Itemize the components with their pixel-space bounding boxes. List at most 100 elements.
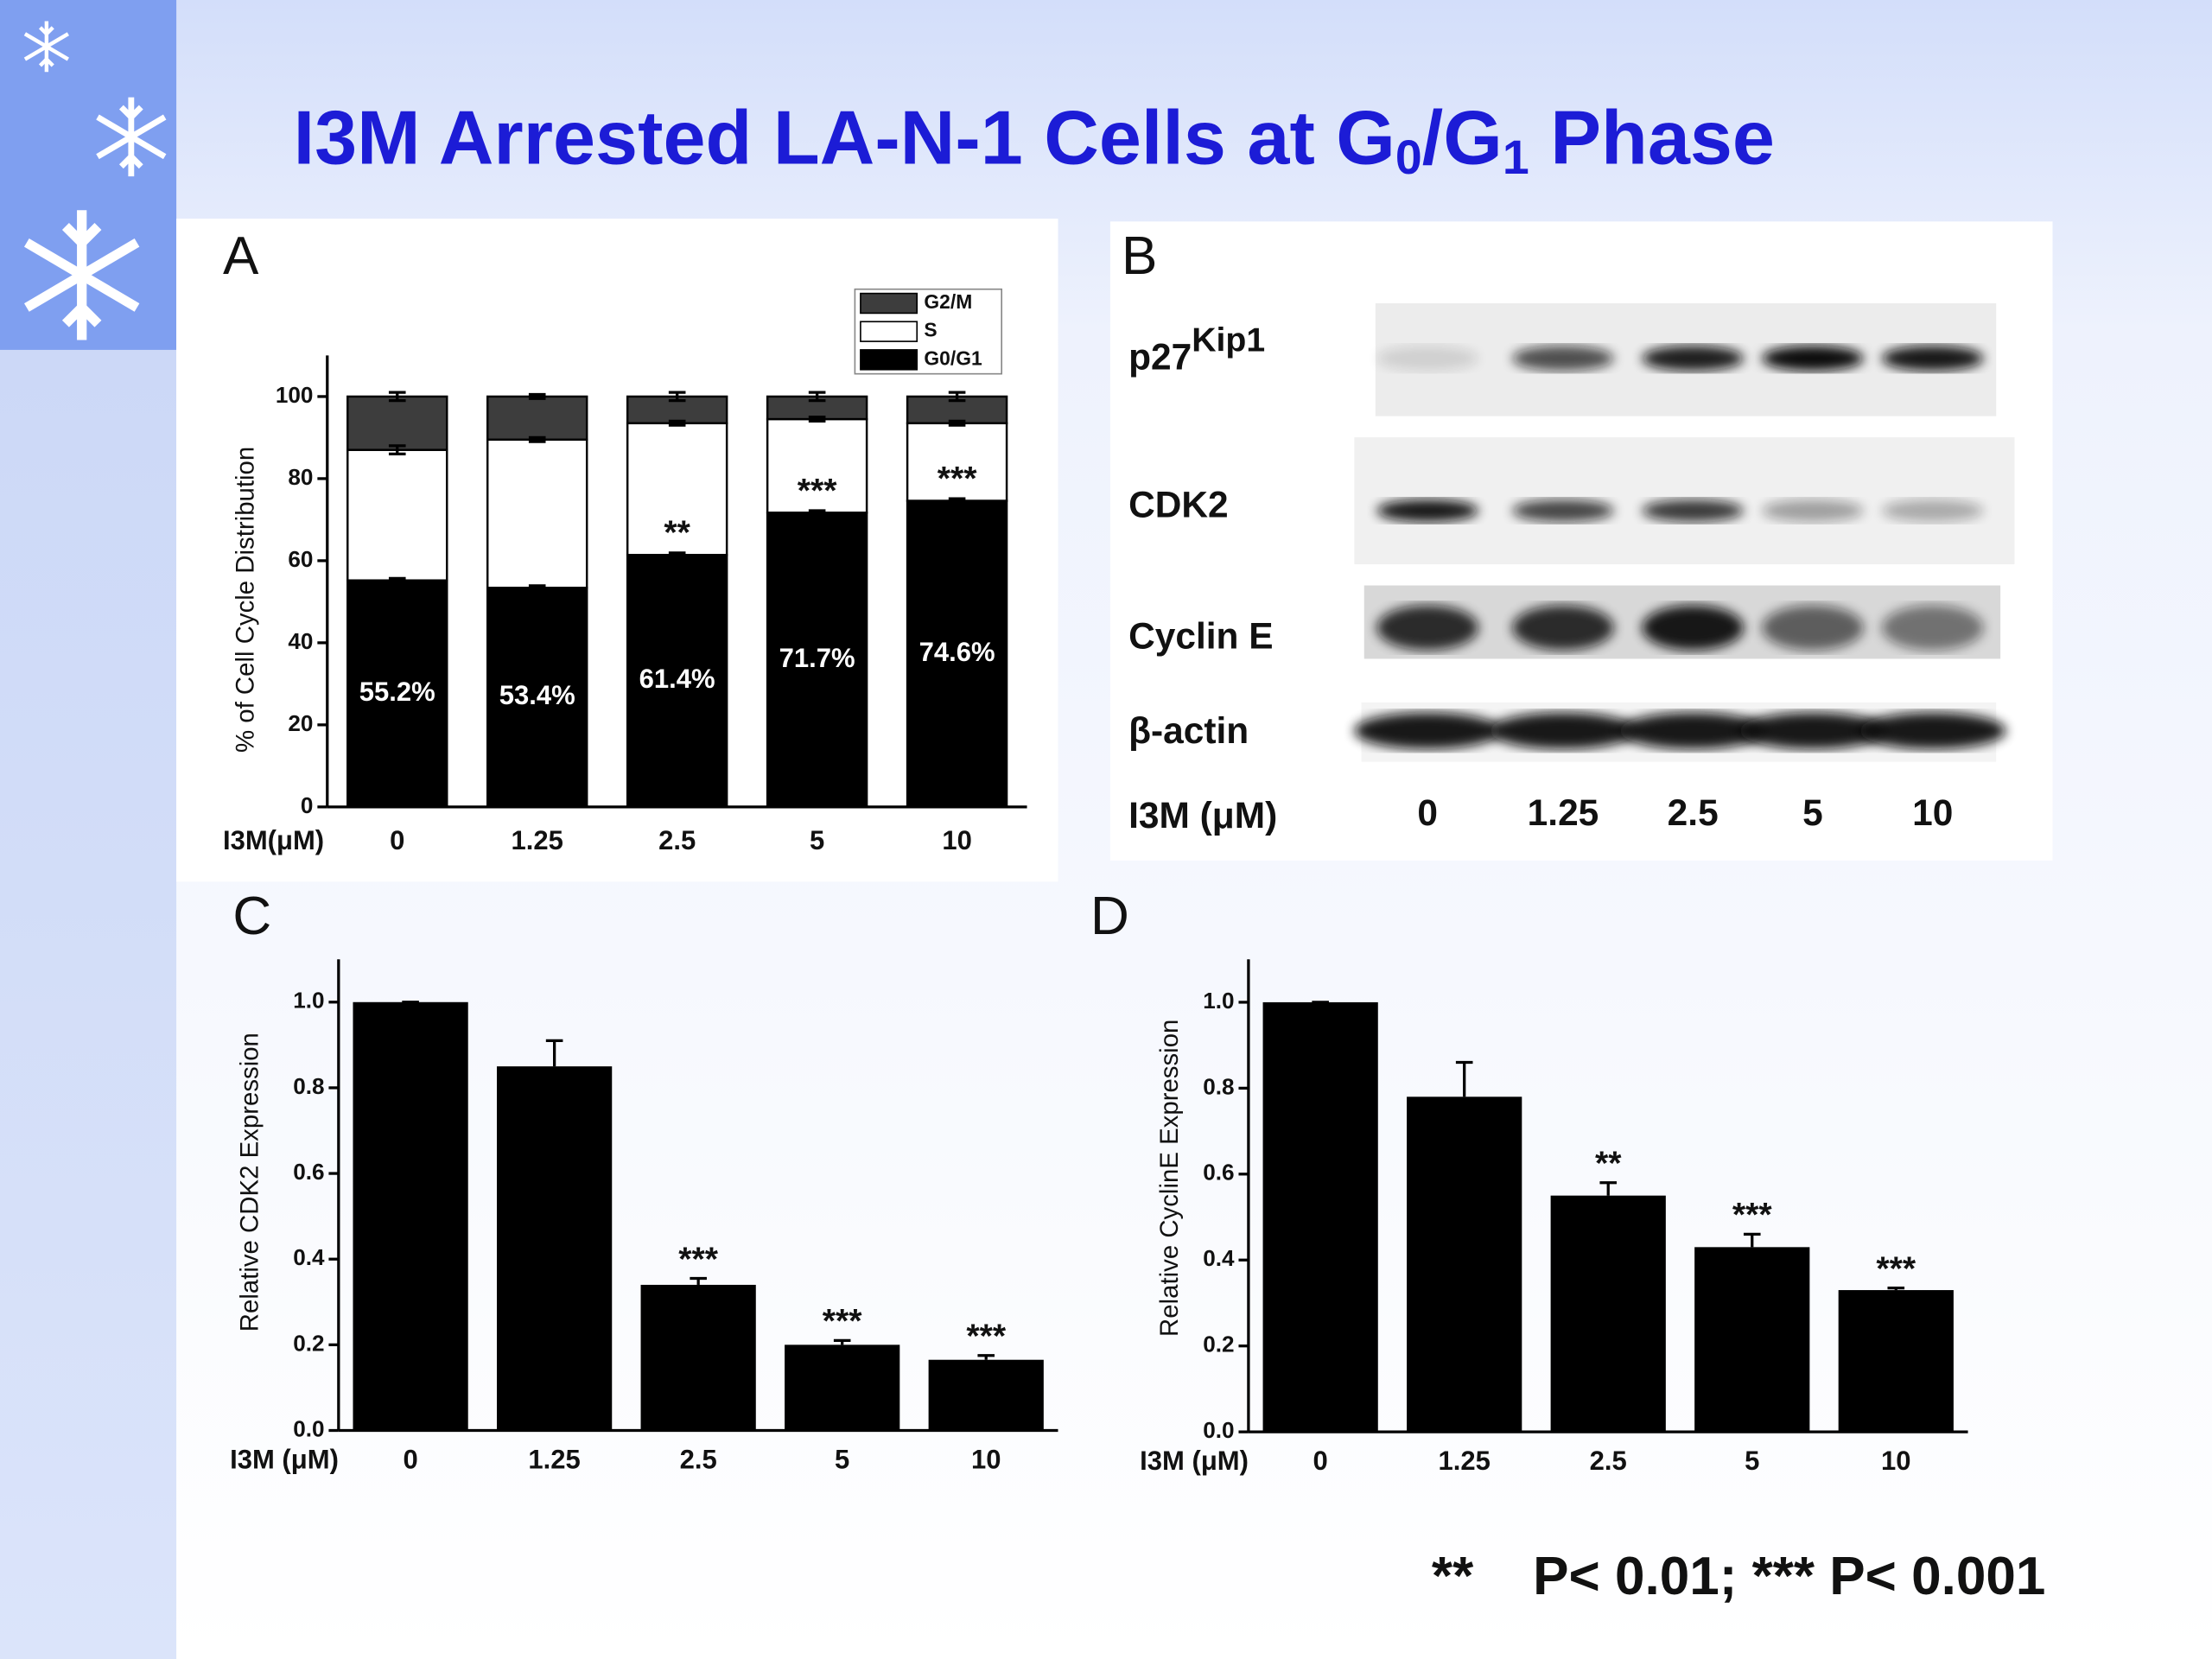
error-bar [690, 1276, 707, 1285]
error-bar [977, 1354, 995, 1360]
significance-mark: *** [798, 473, 837, 510]
bar [1407, 1096, 1522, 1433]
error-bar [668, 551, 686, 559]
western-blot [1354, 303, 2015, 762]
y-tick-label: 100 [276, 382, 314, 408]
bar-segment [906, 499, 1008, 809]
lane-label: 0 [1417, 792, 1438, 833]
y-tick-label: 0.6 [293, 1159, 324, 1185]
y-tick-label: 0.4 [293, 1244, 325, 1270]
blot-band [1762, 499, 1864, 523]
bar [353, 1001, 468, 1431]
error-bar [528, 392, 546, 400]
title-text: Phase [1529, 95, 1775, 181]
error-bar [808, 391, 826, 403]
error-bar [948, 497, 966, 505]
blot-band [1376, 499, 1479, 523]
error-bar [1599, 1181, 1618, 1196]
x-axis-label: I3M (μM) [1128, 795, 1277, 836]
blot-band [1512, 346, 1614, 372]
bar-segment [626, 422, 728, 556]
blot-band [1642, 346, 1744, 372]
blot-band [1881, 605, 1984, 651]
x-tick-label: 1.25 [512, 825, 563, 855]
blot-band [1739, 712, 1886, 749]
y-tick-label: 0.2 [1203, 1332, 1234, 1357]
bar-segment [346, 395, 448, 451]
legend: G0/G1 S G2/M [854, 288, 1002, 375]
error-bar [808, 509, 826, 517]
y-axis-label: Relative CyclinE Expression [1155, 1020, 1184, 1337]
y-tick-label: 0 [301, 792, 314, 818]
y-tick-label: 0.8 [293, 1073, 324, 1099]
error-bar [948, 391, 966, 403]
row-label-text: p27 [1128, 337, 1192, 378]
blot-band [1642, 605, 1744, 651]
y-tick-label: 40 [288, 628, 313, 654]
y-tick-label: 80 [288, 464, 313, 490]
y-axis-label: % of Cell Cycle Distribution [231, 447, 259, 753]
bar-segment [346, 579, 448, 809]
side-header [0, 0, 177, 350]
bar [1694, 1247, 1810, 1433]
row-label: p27Kip1 [1128, 322, 1265, 377]
blot-band [1642, 499, 1744, 523]
significance-mark: *** [823, 1303, 862, 1340]
x-tick-label: 1.25 [1439, 1446, 1491, 1476]
legend-swatch [860, 292, 918, 315]
bar-segment [486, 395, 588, 442]
significance-mark: *** [1732, 1197, 1772, 1234]
significance-mark: *** [678, 1241, 718, 1278]
x-tick-label: 10 [971, 1445, 1001, 1475]
x-tick-label: 5 [810, 825, 824, 855]
x-tick-label: 2.5 [1590, 1446, 1627, 1476]
blot-band [1762, 605, 1864, 651]
bar [785, 1344, 900, 1431]
bar-segment [486, 438, 588, 589]
panel-label: D [1090, 887, 1129, 946]
error-bar [1455, 1060, 1473, 1097]
x-tick-label: 1.25 [528, 1445, 580, 1475]
value-label: 71.7% [779, 643, 855, 673]
lane-label: 2.5 [1668, 792, 1719, 833]
x-tick-label: 0 [390, 825, 404, 855]
blot-band [1354, 712, 1502, 749]
error-bar [528, 584, 546, 592]
y-tick-label: 1.0 [293, 988, 324, 1014]
y-tick-label: 0.4 [1203, 1245, 1235, 1271]
blot-band [1881, 499, 1984, 523]
y-tick-label: 20 [288, 710, 313, 736]
x-tick-label: 2.5 [658, 825, 696, 855]
panel-label: A [223, 226, 259, 286]
significance-mark: ** [1595, 1146, 1622, 1183]
row-label: Cyclin E [1128, 616, 1273, 657]
x-tick-label: 0 [1313, 1446, 1328, 1476]
bar-segment [766, 512, 868, 809]
x-tick-label: 10 [1881, 1446, 1911, 1476]
lane-label: 5 [1802, 792, 1823, 833]
value-label: 55.2% [359, 677, 435, 707]
blot-band [1490, 712, 1637, 749]
bar [1262, 1001, 1378, 1433]
lane-label: 1.25 [1528, 792, 1599, 833]
blot-band [1512, 605, 1614, 651]
x-tick-label: 5 [1745, 1446, 1759, 1476]
blot-band [1859, 712, 2006, 749]
error-bar [808, 416, 826, 423]
y-tick-label: 0.6 [1203, 1160, 1234, 1185]
error-bar [948, 419, 966, 427]
error-bar [1887, 1286, 1905, 1291]
legend-swatch [860, 321, 918, 342]
bar-segment [766, 417, 868, 514]
row-label-text: Cyclin E [1128, 616, 1273, 657]
legend-label: G0/G1 [924, 346, 982, 369]
x-axis-label: I3M(μM) [223, 825, 324, 855]
error-bar [388, 444, 406, 456]
x-tick-label: 2.5 [680, 1445, 717, 1475]
slide-title: I3M Arrested LA-N-1 Cells at G0/G1 Phase [294, 95, 1775, 184]
y-tick-label: 0.0 [1203, 1417, 1234, 1443]
value-label: 61.4% [639, 664, 715, 694]
error-bar [528, 435, 546, 443]
row-label-text: β-actin [1128, 710, 1249, 751]
